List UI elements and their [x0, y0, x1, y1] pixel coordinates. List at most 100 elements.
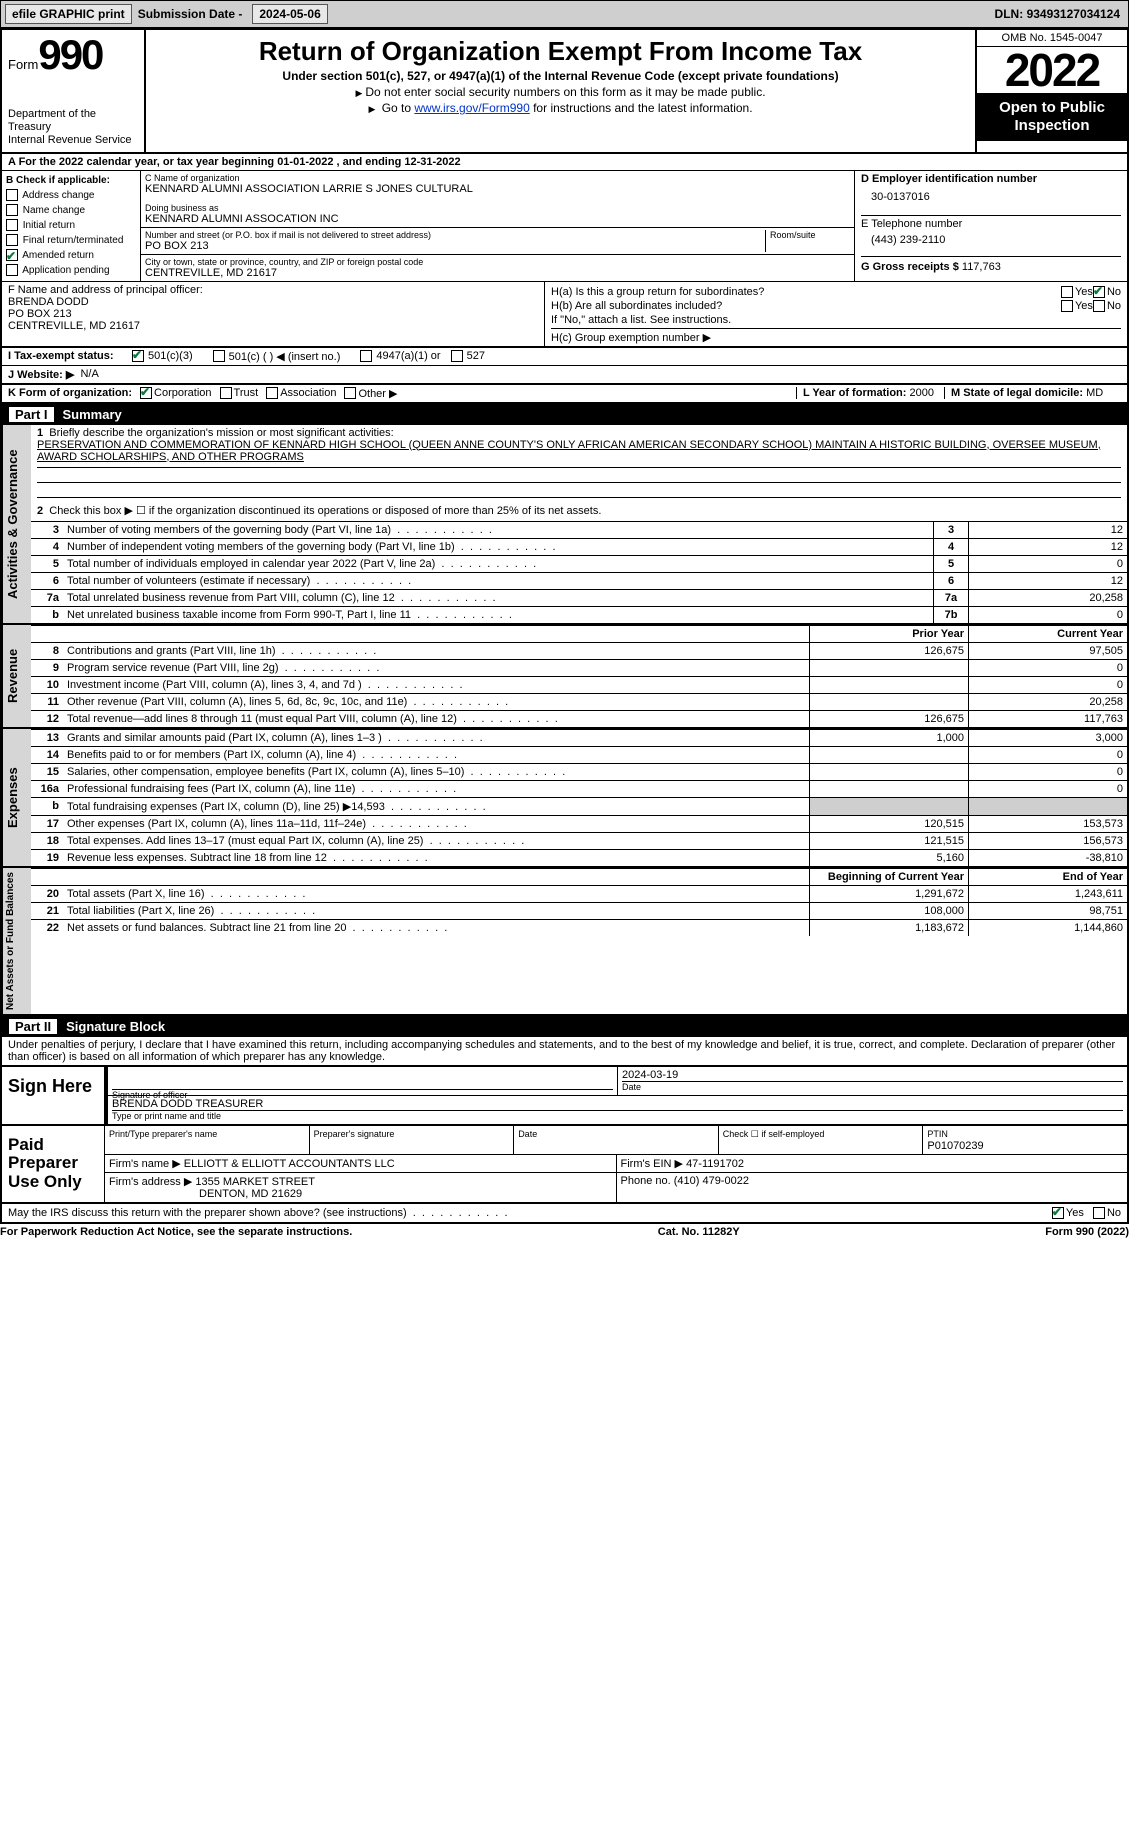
hc-label: H(c) Group exemption number ▶ — [551, 328, 1121, 344]
firm-phone: (410) 479-0022 — [674, 1175, 749, 1187]
trust-checkbox[interactable] — [220, 387, 232, 399]
table-row: Number of independent voting members of … — [63, 538, 934, 555]
netassets-block: Net Assets or Fund Balances Beginning of… — [0, 868, 1129, 1016]
hb-no-checkbox[interactable] — [1093, 300, 1105, 312]
table-row: Net assets or fund balances. Subtract li… — [63, 919, 810, 936]
sign-date: 2024-03-19 — [622, 1069, 1123, 1081]
hb-label: H(b) Are all subordinates included? — [551, 300, 1061, 312]
submission-date-value: 2024-05-06 — [252, 4, 327, 24]
mission-text: PERSERVATION AND COMMEMORATION OF KENNAR… — [37, 439, 1101, 463]
ha-label: H(a) Is this a group return for subordin… — [551, 286, 1061, 298]
expenses-block: Expenses 13Grants and similar amounts pa… — [0, 729, 1129, 868]
activities-governance: Activities & Governance 1 Briefly descri… — [0, 425, 1129, 625]
org-name-label: C Name of organization — [145, 173, 850, 183]
ha-no-checkbox[interactable] — [1093, 286, 1105, 298]
officer-street: PO BOX 213 — [8, 308, 538, 320]
tax-year: 2022 — [977, 47, 1127, 93]
section-bcdeg: B Check if applicable: Address change Na… — [0, 171, 1129, 282]
boxb-checkbox[interactable] — [6, 219, 18, 231]
table-row: Total fundraising expenses (Part IX, col… — [63, 797, 810, 815]
efile-button[interactable]: efile GRAPHIC print — [5, 4, 132, 24]
table-row: Salaries, other compensation, employee b… — [63, 763, 810, 780]
ein-label: D Employer identification number — [861, 173, 1121, 185]
assoc-checkbox[interactable] — [266, 387, 278, 399]
table-row: Total liabilities (Part X, line 26) — [63, 902, 810, 919]
phone-value: (443) 239-2110 — [861, 230, 1121, 250]
street-value: PO BOX 213 — [145, 240, 765, 252]
table-row: Number of voting members of the governin… — [63, 521, 934, 538]
revenue-block: Revenue Prior YearCurrent Year 8Contribu… — [0, 625, 1129, 729]
boxb-checkbox[interactable] — [6, 189, 18, 201]
table-row: Benefits paid to or for members (Part IX… — [63, 746, 810, 763]
firm-ein: 47-1191702 — [686, 1158, 744, 1170]
4947-checkbox[interactable] — [360, 350, 372, 362]
501c3-checkbox[interactable] — [132, 350, 144, 362]
website-value: N/A — [80, 368, 98, 380]
officer-label: F Name and address of principal officer: — [8, 284, 538, 296]
discuss-no-checkbox[interactable] — [1093, 1207, 1105, 1219]
box-b-label: B Check if applicable: — [6, 173, 136, 188]
ptin-value: P01070239 — [927, 1140, 983, 1152]
form-subtitle: Under section 501(c), 527, or 4947(a)(1)… — [156, 69, 965, 83]
table-row: Program service revenue (Part VIII, line… — [63, 659, 810, 676]
hb-note: If "No," attach a list. See instructions… — [551, 314, 1121, 326]
dba-value: KENNARD ALUMNI ASSOCATION INC — [145, 213, 850, 225]
gross-receipts-value: 117,763 — [962, 261, 1001, 273]
ein-value: 30-0137016 — [861, 185, 1121, 209]
table-row: Total revenue—add lines 8 through 11 (mu… — [63, 710, 810, 727]
city-label: City or town, state or province, country… — [145, 257, 850, 267]
line2-text: Check this box ▶ ☐ if the organization d… — [49, 505, 601, 517]
other-checkbox[interactable] — [344, 387, 356, 399]
table-row: Professional fundraising fees (Part IX, … — [63, 780, 810, 797]
form-label: Form — [8, 57, 38, 72]
page-footer: For Paperwork Reduction Act Notice, see … — [0, 1224, 1129, 1240]
line-j: J Website: ▶ N/A — [0, 366, 1129, 385]
form-title: Return of Organization Exempt From Incom… — [156, 36, 965, 67]
state-domicile: MD — [1086, 387, 1103, 399]
dln-label: DLN: — [995, 7, 1024, 21]
boxb-checkbox[interactable] — [6, 234, 18, 246]
ha-yes-checkbox[interactable] — [1061, 286, 1073, 298]
table-row: Grants and similar amounts paid (Part IX… — [63, 729, 810, 746]
table-row: Net unrelated business taxable income fr… — [63, 606, 934, 623]
section-fh: F Name and address of principal officer:… — [0, 282, 1129, 348]
irs-link[interactable]: www.irs.gov/Form990 — [414, 101, 529, 115]
527-checkbox[interactable] — [451, 350, 463, 362]
table-row: Total expenses. Add lines 13–17 (must eq… — [63, 832, 810, 849]
corp-checkbox[interactable] — [140, 387, 152, 399]
table-row: Total number of individuals employed in … — [63, 555, 934, 572]
mission-label: Briefly describe the organization's miss… — [49, 427, 393, 439]
boxb-checkbox[interactable] — [6, 249, 18, 261]
form-number: 990 — [38, 31, 102, 78]
line-klm: K Form of organization: Corporation Trus… — [0, 385, 1129, 404]
phone-label: E Telephone number — [861, 218, 1121, 230]
hb-yes-checkbox[interactable] — [1061, 300, 1073, 312]
table-row: Revenue less expenses. Subtract line 18 … — [63, 849, 810, 866]
table-row: Total assets (Part X, line 16) — [63, 885, 810, 902]
firm-addr: 1355 MARKET STREET — [195, 1176, 315, 1188]
table-row: Total unrelated business revenue from Pa… — [63, 589, 934, 606]
boxb-checkbox[interactable] — [6, 204, 18, 216]
signer-name: BRENDA DODD TREASURER — [112, 1098, 1123, 1110]
top-banner: efile GRAPHIC print Submission Date - 20… — [0, 0, 1129, 28]
table-row: Other expenses (Part IX, column (A), lin… — [63, 815, 810, 832]
sign-here-block: Sign Here Signature of officer 2024-03-1… — [0, 1067, 1129, 1126]
firm-name: ELLIOTT & ELLIOTT ACCOUNTANTS LLC — [184, 1158, 395, 1170]
dln-value: 93493127034124 — [1027, 7, 1120, 21]
part2-header: Part IISignature Block — [0, 1016, 1129, 1037]
part1-header: Part ISummary — [0, 404, 1129, 425]
gross-receipts-label: G Gross receipts $ — [861, 261, 959, 273]
line-a: A For the 2022 calendar year, or tax yea… — [0, 154, 1129, 171]
city-value: CENTREVILLE, MD 21617 — [145, 267, 850, 279]
org-name: KENNARD ALUMNI ASSOCIATION LARRIE S JONE… — [145, 183, 850, 195]
table-row: Total number of volunteers (estimate if … — [63, 572, 934, 589]
goto-line: Go to www.irs.gov/Form990 for instructio… — [156, 101, 965, 115]
discuss-yes-checkbox[interactable] — [1052, 1207, 1064, 1219]
table-row: Investment income (Part VIII, column (A)… — [63, 676, 810, 693]
discuss-line: May the IRS discuss this return with the… — [0, 1204, 1129, 1224]
dept-treasury: Department of the Treasury Internal Reve… — [8, 108, 138, 148]
boxb-checkbox[interactable] — [6, 264, 18, 276]
paid-preparer-block: Paid Preparer Use Only Print/Type prepar… — [0, 1126, 1129, 1204]
501c-checkbox[interactable] — [213, 350, 225, 362]
open-to-public: Open to Public Inspection — [977, 93, 1127, 141]
